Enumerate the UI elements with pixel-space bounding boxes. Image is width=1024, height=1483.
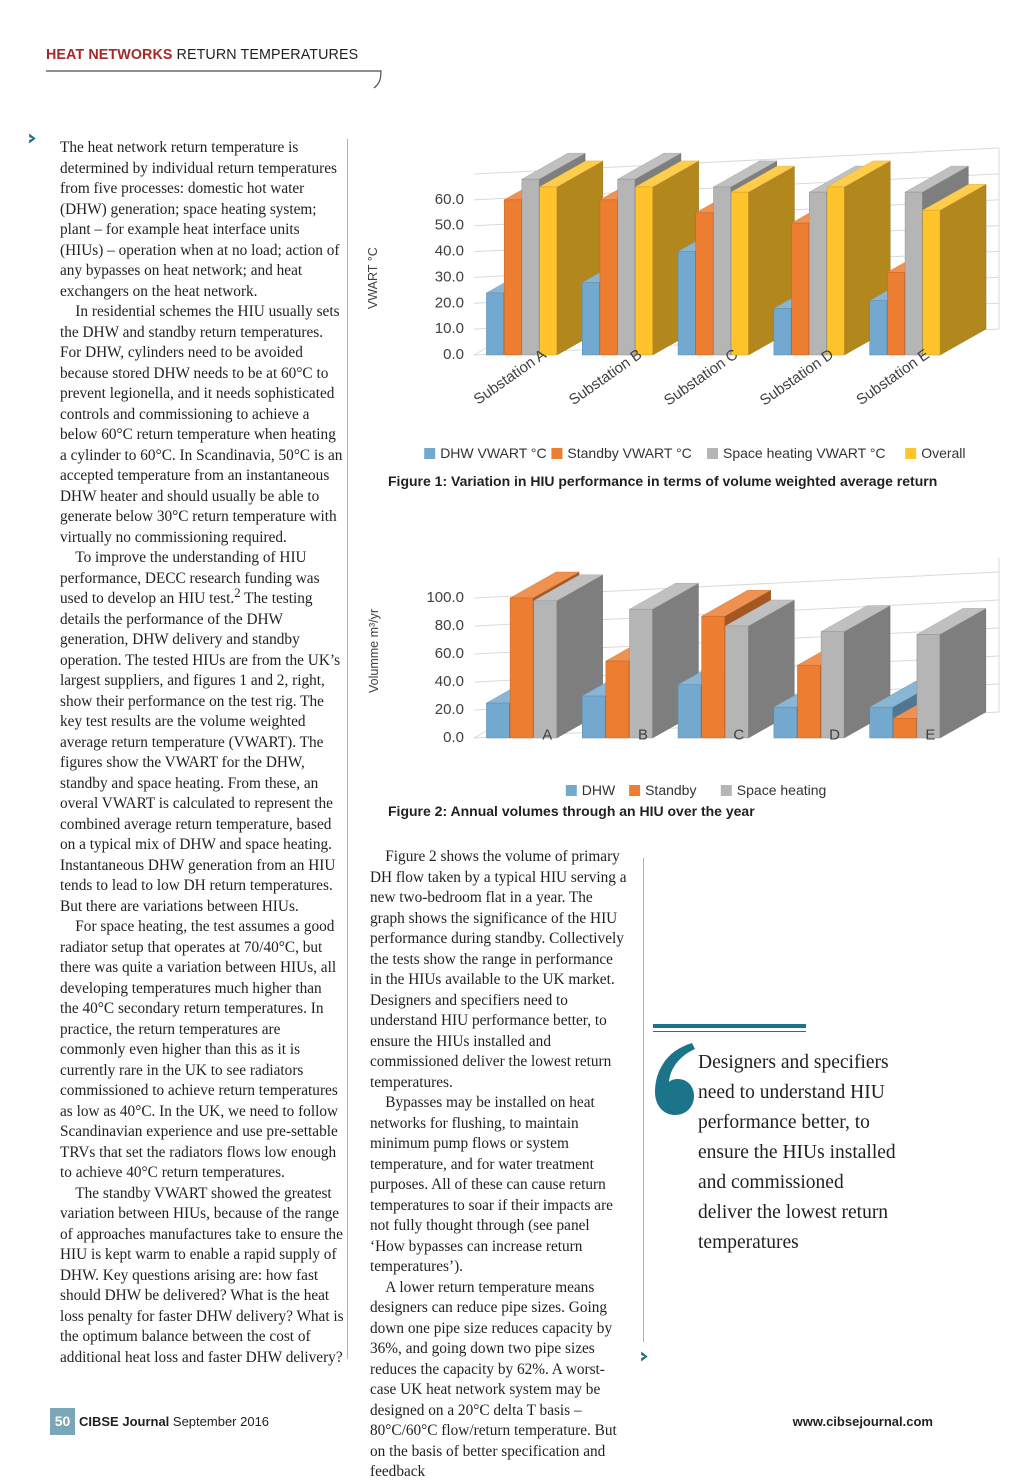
svg-text:20.0: 20.0 <box>435 701 464 718</box>
svg-text:Substation A: Substation A <box>471 346 550 408</box>
svg-text:50.0: 50.0 <box>435 217 464 234</box>
svg-text:60.0: 60.0 <box>435 191 464 208</box>
svg-text:Standby VWART °C: Standby VWART °C <box>567 445 691 461</box>
svg-text:10.0: 10.0 <box>435 320 464 337</box>
svg-text:40.0: 40.0 <box>435 243 464 260</box>
svg-text:Substation D: Substation D <box>757 346 837 409</box>
svg-text:Substation B: Substation B <box>566 346 645 409</box>
svg-text:B: B <box>638 727 648 744</box>
svg-text:D: D <box>829 727 840 744</box>
svg-text:Space heating: Space heating <box>737 782 827 798</box>
svg-text:Substation E: Substation E <box>853 346 932 409</box>
svg-text:100.0: 100.0 <box>426 589 464 606</box>
svg-text:DHW: DHW <box>582 782 616 798</box>
svg-text:Standby: Standby <box>645 782 696 798</box>
svg-text:60.0: 60.0 <box>435 645 464 662</box>
svg-text:DHW VWART °C: DHW VWART °C <box>440 445 546 461</box>
svg-text:E: E <box>925 727 935 744</box>
svg-text:Overall: Overall <box>921 445 965 461</box>
svg-text:30.0: 30.0 <box>435 268 464 285</box>
svg-text:C: C <box>733 727 744 744</box>
svg-text:Substation C: Substation C <box>661 346 741 409</box>
svg-text:40.0: 40.0 <box>435 673 464 690</box>
svg-text:0.0: 0.0 <box>443 729 464 746</box>
svg-text:20.0: 20.0 <box>435 294 464 311</box>
svg-text:Space heating VWART °C: Space heating VWART °C <box>723 445 886 461</box>
svg-text:A: A <box>542 727 552 744</box>
svg-text:80.0: 80.0 <box>435 617 464 634</box>
svg-text:0.0: 0.0 <box>443 346 464 363</box>
